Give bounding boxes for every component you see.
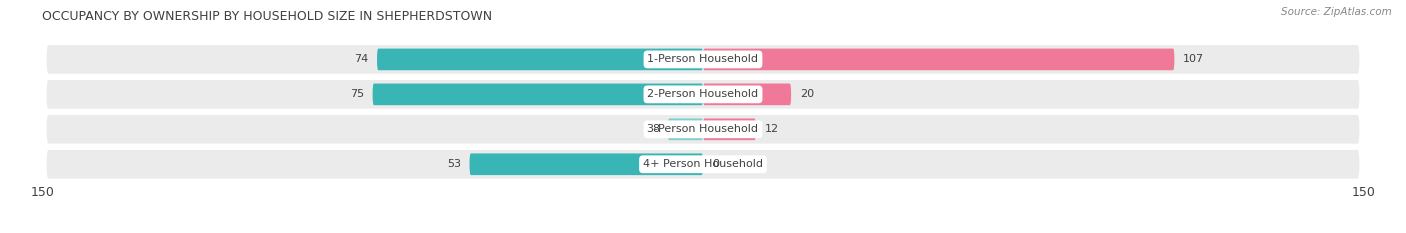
FancyBboxPatch shape (377, 49, 703, 70)
Text: 20: 20 (800, 89, 814, 99)
Text: 75: 75 (350, 89, 364, 99)
Text: 4+ Person Household: 4+ Person Household (643, 159, 763, 169)
Text: 53: 53 (447, 159, 461, 169)
FancyBboxPatch shape (668, 118, 703, 140)
Text: OCCUPANCY BY OWNERSHIP BY HOUSEHOLD SIZE IN SHEPHERDSTOWN: OCCUPANCY BY OWNERSHIP BY HOUSEHOLD SIZE… (42, 10, 492, 23)
FancyBboxPatch shape (46, 45, 1360, 74)
Text: 107: 107 (1184, 55, 1205, 64)
Text: 12: 12 (765, 124, 779, 134)
FancyBboxPatch shape (703, 84, 792, 105)
Text: Source: ZipAtlas.com: Source: ZipAtlas.com (1281, 7, 1392, 17)
Text: 0: 0 (711, 159, 718, 169)
Text: 3-Person Household: 3-Person Household (648, 124, 758, 134)
FancyBboxPatch shape (470, 154, 703, 175)
FancyBboxPatch shape (46, 150, 1360, 179)
FancyBboxPatch shape (703, 49, 1174, 70)
FancyBboxPatch shape (46, 80, 1360, 109)
Text: 74: 74 (354, 55, 368, 64)
Text: 8: 8 (652, 124, 659, 134)
FancyBboxPatch shape (703, 118, 756, 140)
Text: 1-Person Household: 1-Person Household (648, 55, 758, 64)
FancyBboxPatch shape (373, 84, 703, 105)
FancyBboxPatch shape (46, 115, 1360, 144)
Text: 2-Person Household: 2-Person Household (647, 89, 759, 99)
